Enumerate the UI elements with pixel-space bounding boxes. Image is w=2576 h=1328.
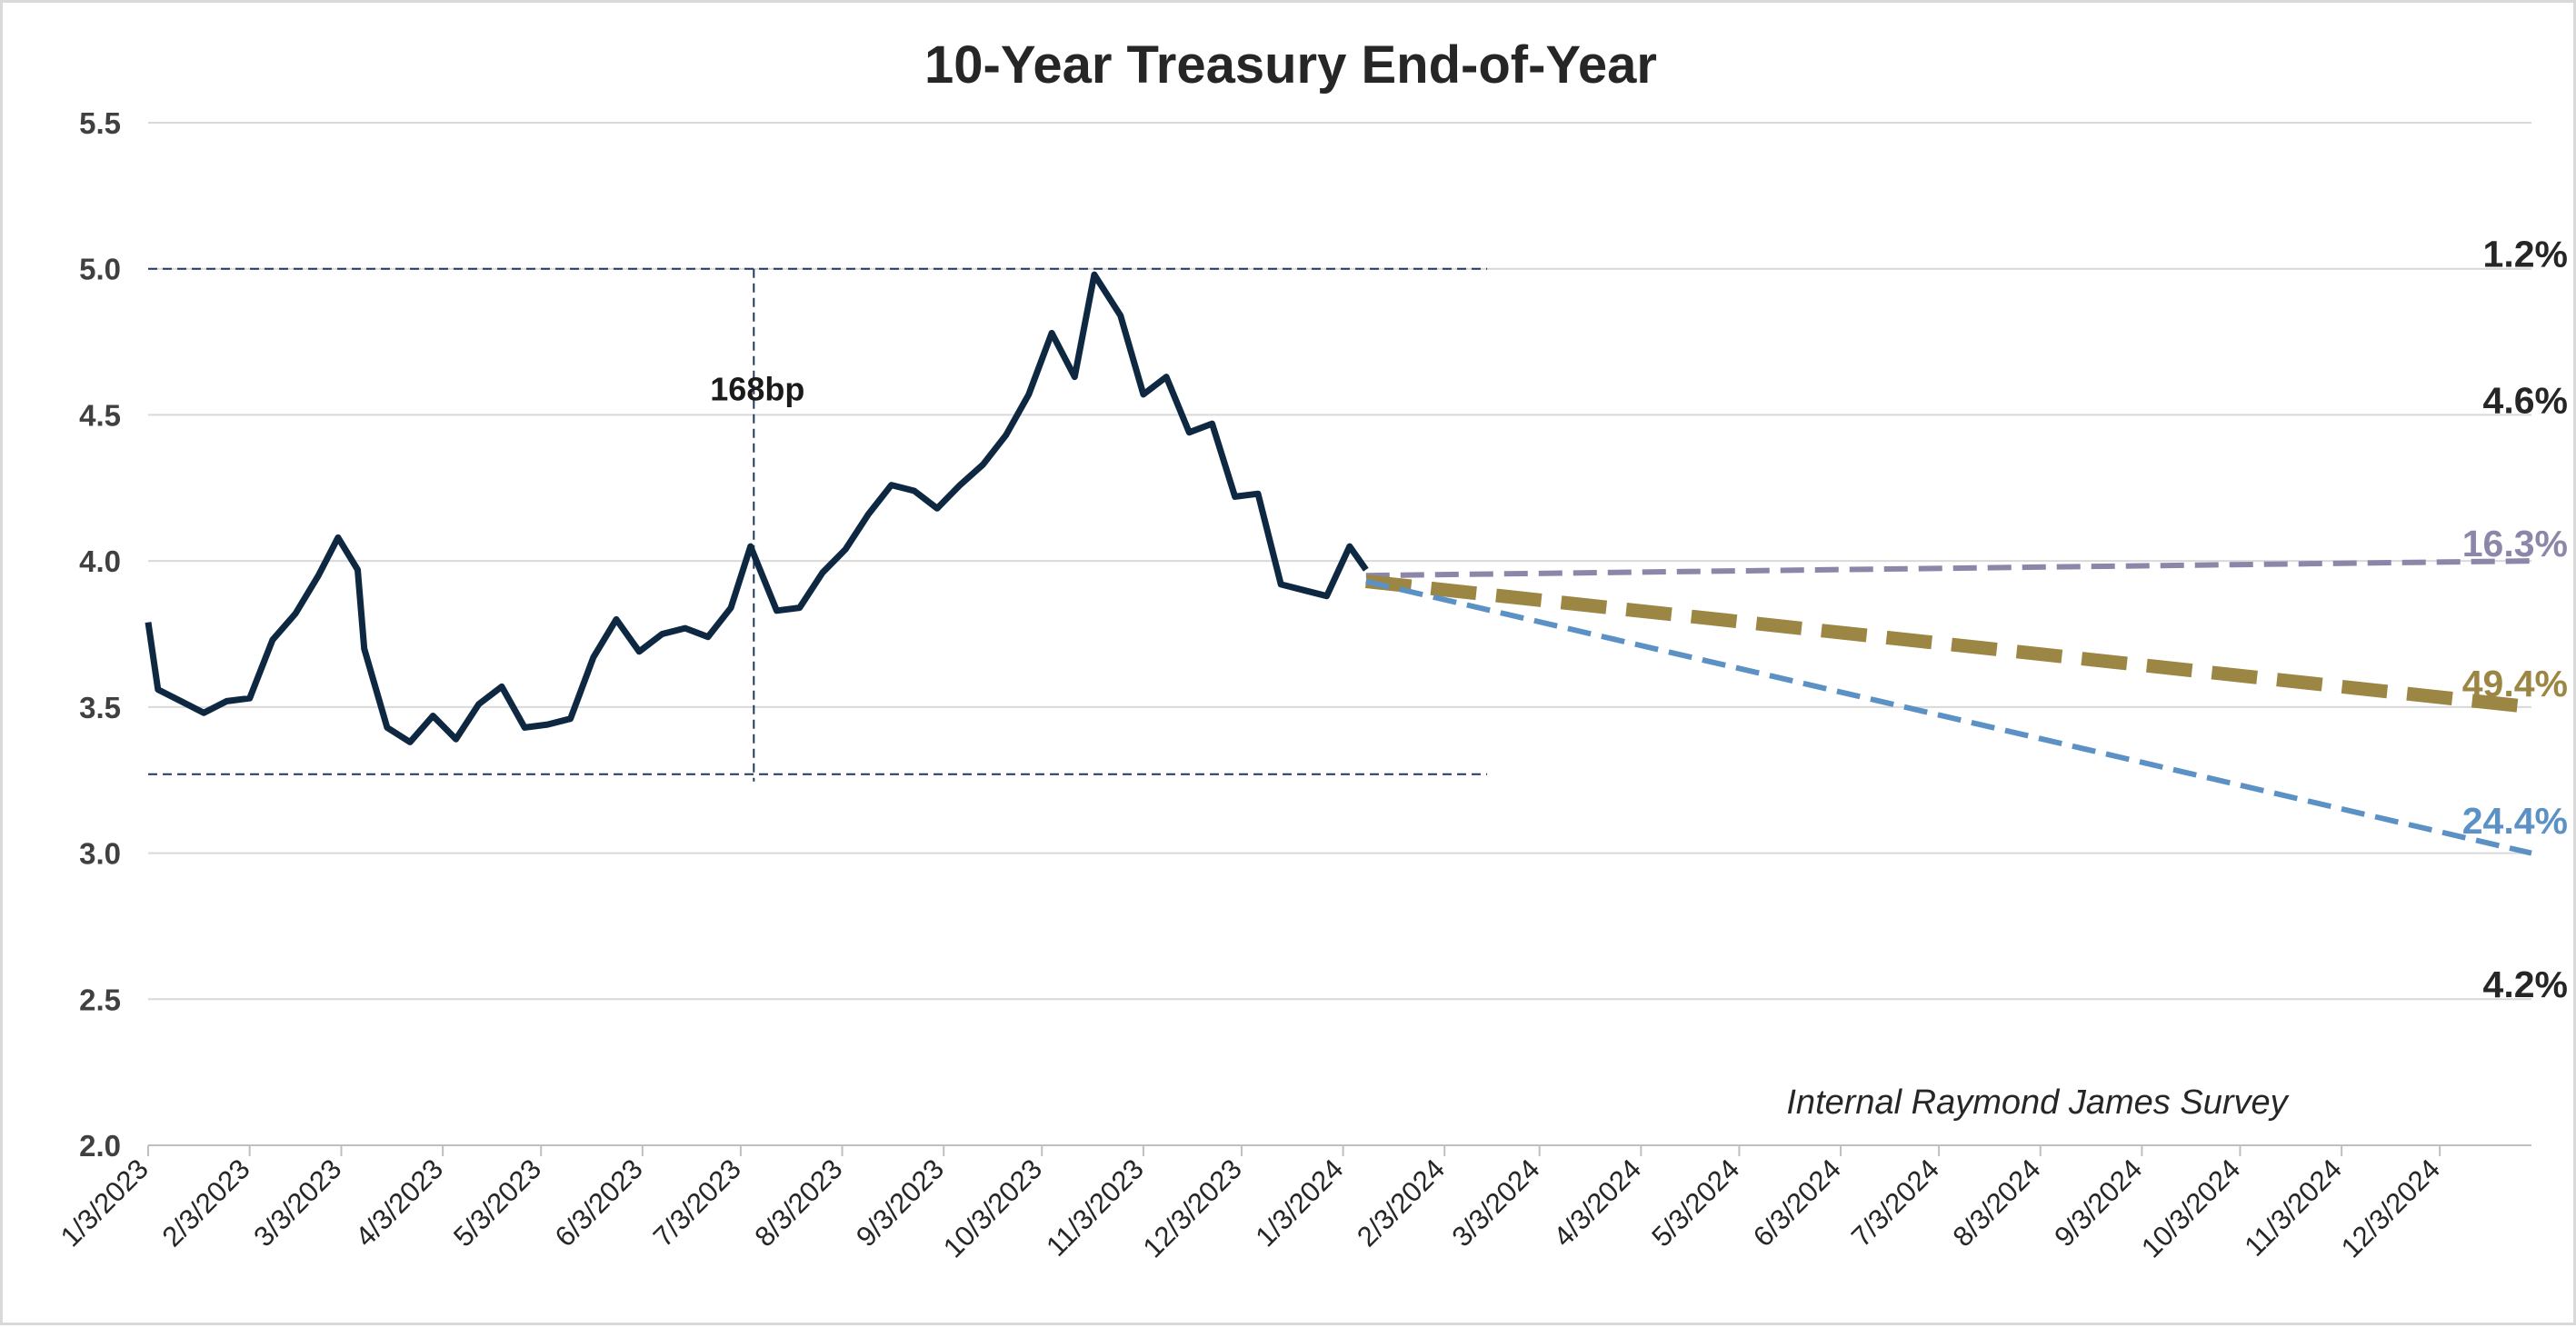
x-tick-label: 8/3/2024 — [1947, 1153, 2047, 1253]
range-label: 168bp — [710, 370, 804, 407]
x-tick-label: 1/3/2023 — [55, 1153, 155, 1253]
x-tick-label: 9/3/2023 — [850, 1153, 950, 1253]
y-tick-label: 4.0 — [79, 544, 121, 578]
series-line-0 — [145, 271, 1369, 745]
x-tick-label: 6/3/2023 — [549, 1153, 649, 1253]
x-tick-label: 4/3/2024 — [1547, 1153, 1647, 1253]
source-note: Internal Raymond James Survey — [1786, 1083, 2289, 1122]
x-tick-label: 7/3/2023 — [647, 1153, 747, 1253]
survey-percent-labels: 1.2% 4.6% 16.3% 49.4% 24.4% 4.2% — [2462, 234, 2568, 1006]
y-tick-label: 3.0 — [79, 837, 121, 871]
x-tick-label: 3/3/2024 — [1446, 1153, 1546, 1253]
range-annotation: 168bp — [148, 267, 1488, 782]
x-tick-label: 1/3/2024 — [1249, 1153, 1349, 1253]
series-lines — [145, 271, 2532, 856]
y-axis-ticks: 2.0 2.5 3.0 3.5 4.0 4.5 5.0 5.5 — [79, 106, 121, 1163]
x-tick-label: 2/3/2024 — [1351, 1153, 1451, 1253]
y-tick-label: 5.0 — [79, 253, 121, 286]
x-tick-label: 5/3/2023 — [447, 1153, 547, 1253]
y-tick-label: 5.5 — [79, 106, 121, 140]
x-tick-label: 3/3/2023 — [247, 1153, 347, 1253]
x-tick-label: 10/3/2023 — [937, 1153, 1048, 1263]
y-tick-label: 2.5 — [79, 983, 121, 1016]
chart-title: 10-Year Treasury End-of-Year — [924, 35, 1657, 95]
survey-percent-label: 24.4% — [2462, 800, 2568, 842]
x-tick-label: 6/3/2024 — [1747, 1153, 1847, 1253]
y-tick-label: 4.5 — [79, 398, 121, 432]
x-tick-label: 12/3/2023 — [1137, 1153, 1248, 1263]
x-tick-label: 2/3/2023 — [156, 1153, 256, 1253]
survey-percent-label: 1.2% — [2483, 234, 2568, 275]
survey-percent-label: 49.4% — [2462, 663, 2568, 704]
x-tick-label: 10/3/2024 — [2135, 1153, 2246, 1263]
x-tick-label: 11/3/2023 — [1040, 1153, 1150, 1263]
series-line-2 — [1364, 574, 2532, 714]
x-tick-label: 12/3/2024 — [2335, 1153, 2446, 1263]
x-tick-label: 4/3/2023 — [349, 1153, 449, 1253]
chart-svg: 10-Year Treasury End-of-Year 2.0 2.5 3.0 3.… — [55, 35, 2568, 1263]
survey-percent-label: 16.3% — [2462, 523, 2568, 564]
x-tick-label: 7/3/2024 — [1845, 1153, 1945, 1253]
series-line-1 — [1365, 558, 2532, 579]
y-tick-label: 2.0 — [79, 1129, 121, 1163]
series-line-3 — [1365, 578, 2532, 856]
x-tick-label: 5/3/2024 — [1645, 1153, 1745, 1253]
survey-percent-label: 4.2% — [2483, 964, 2568, 1005]
survey-percent-label: 4.6% — [2483, 379, 2568, 421]
x-tick-label: 9/3/2024 — [2048, 1153, 2148, 1253]
y-tick-label: 3.5 — [79, 691, 121, 724]
x-tick-label: 8/3/2023 — [748, 1153, 848, 1253]
x-tick-label: 11/3/2024 — [2238, 1153, 2348, 1263]
